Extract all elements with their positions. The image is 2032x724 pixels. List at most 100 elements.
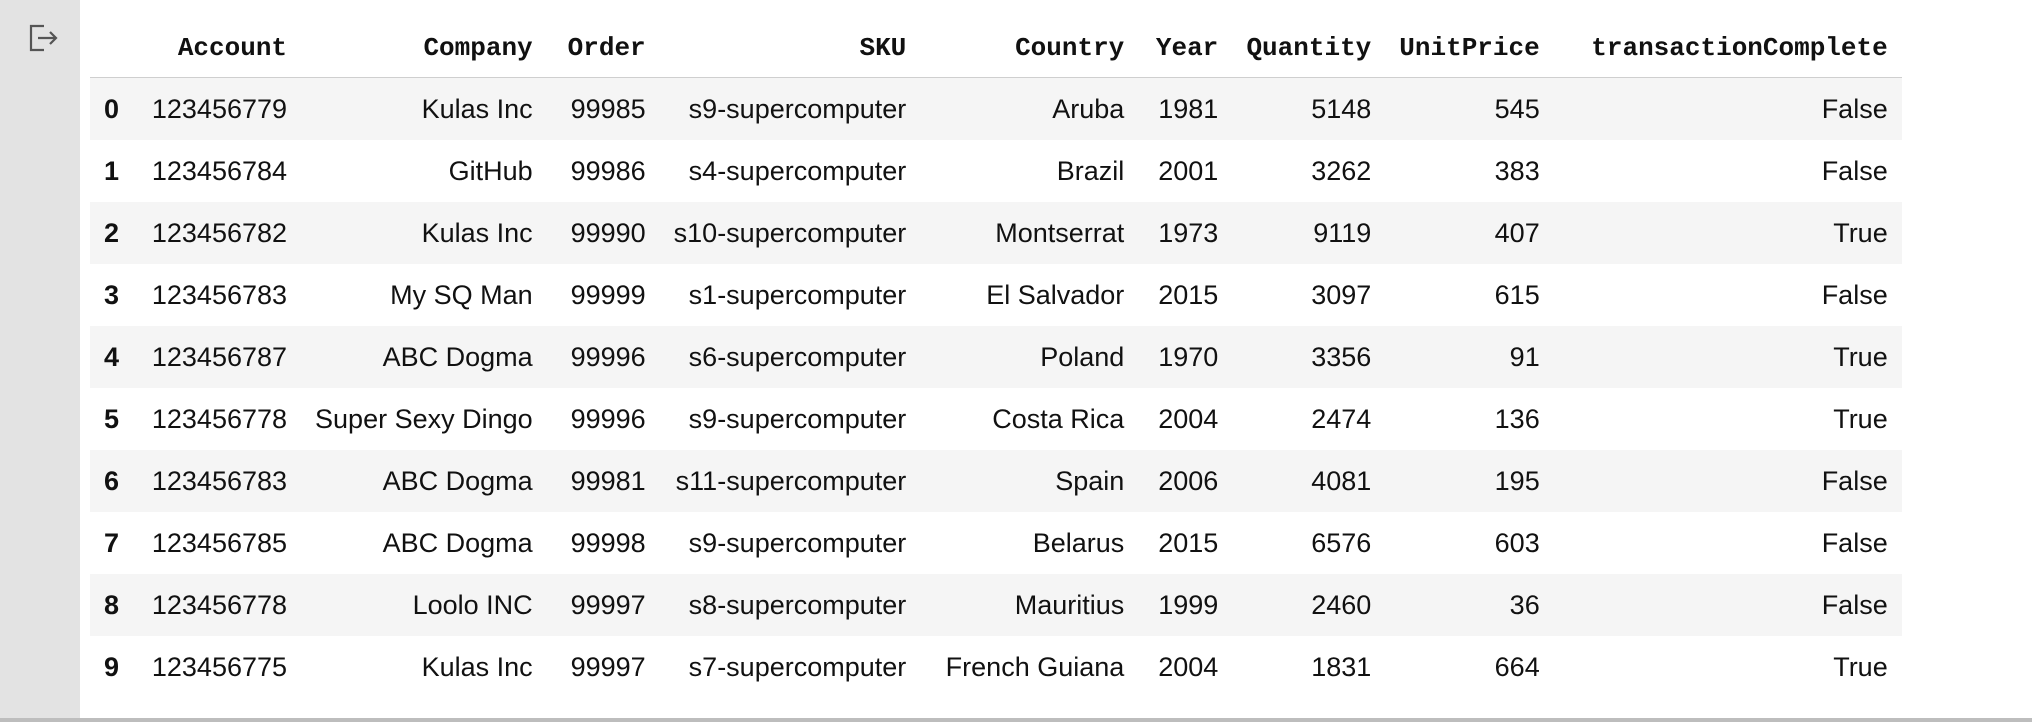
cell-transactioncomplete: True <box>1833 341 1888 372</box>
cell-year: 2001 <box>1158 155 1219 186</box>
header-row: Account Company Order SKU Country Year Q… <box>90 18 1902 78</box>
cell-unitprice: 664 <box>1494 651 1540 682</box>
cell-account: 123456778 <box>151 589 288 620</box>
cell-sku: s1-supercomputer <box>688 279 907 310</box>
cell-account: 123456784 <box>151 155 288 186</box>
cell-year: 2006 <box>1158 465 1219 496</box>
table-row: 5 123456778 Super Sexy Dingo 99996 s9-superc… <box>90 388 1902 450</box>
cell-quantity: 6576 <box>1311 527 1372 558</box>
cell-company: My SQ Man <box>390 279 533 310</box>
cell-country: Costa Rica <box>992 403 1125 434</box>
column-header-account: Account <box>133 18 302 78</box>
table-body: 0 123456779 Kulas Inc 99985 s9-supercomputer… <box>90 77 1902 698</box>
cell-quantity: 4081 <box>1311 465 1372 496</box>
table-row: 7 123456785 ABC Dogma 99998 s9-supercomputer… <box>90 512 1902 574</box>
cell-company: ABC Dogma <box>382 465 533 496</box>
column-header-company: Company <box>301 18 547 78</box>
cell-country: Poland <box>1040 341 1125 372</box>
dataframe-table: Account Company Order SKU Country Year Q… <box>90 18 1902 698</box>
cell-company: Kulas Inc <box>421 217 533 248</box>
cell-quantity: 1831 <box>1311 651 1372 682</box>
cell-account: 123456782 <box>151 217 288 248</box>
cell-quantity: 5148 <box>1311 93 1372 124</box>
cell-unitprice: 91 <box>1509 341 1540 372</box>
cell-sku: s9-supercomputer <box>688 527 907 558</box>
cell-year: 1973 <box>1158 217 1219 248</box>
cell-year: 2015 <box>1158 527 1219 558</box>
table-row: 6 123456783 ABC Dogma 99981 s11-supercompute… <box>90 450 1902 512</box>
cell-unitprice: 136 <box>1494 403 1540 434</box>
cell-year: 1981 <box>1158 93 1219 124</box>
cell-company: Loolo INC <box>412 589 533 620</box>
cell-year: 2004 <box>1158 403 1219 434</box>
row-index: 2 <box>104 217 120 248</box>
column-header-country: Country <box>920 18 1139 78</box>
row-index: 0 <box>104 93 120 124</box>
cell-country: Montserrat <box>995 217 1125 248</box>
row-index: 6 <box>104 465 120 496</box>
cell-unitprice: 603 <box>1494 527 1540 558</box>
cell-quantity: 2460 <box>1311 589 1372 620</box>
cell-sku: s9-supercomputer <box>688 403 907 434</box>
cell-account: 123456778 <box>151 403 288 434</box>
row-index: 3 <box>104 279 120 310</box>
cell-unitprice: 36 <box>1509 589 1540 620</box>
row-index: 7 <box>104 527 120 558</box>
cell-transactioncomplete: False <box>1821 465 1888 496</box>
cell-order: 99999 <box>570 279 646 310</box>
cell-unitprice: 615 <box>1494 279 1540 310</box>
cell-transactioncomplete: True <box>1833 217 1888 248</box>
cell-sku: s11-supercomputer <box>675 465 907 496</box>
cell-unitprice: 407 <box>1494 217 1540 248</box>
cell-transactioncomplete: True <box>1833 403 1888 434</box>
cell-quantity: 3356 <box>1311 341 1372 372</box>
cell-account: 123456775 <box>151 651 288 682</box>
cell-order: 99996 <box>570 403 646 434</box>
cell-year: 2015 <box>1158 279 1219 310</box>
cell-year: 1970 <box>1158 341 1219 372</box>
table-row: 9 123456775 Kulas Inc 99997 s7-supercomputer… <box>90 636 1902 698</box>
cell-transactioncomplete: False <box>1821 155 1888 186</box>
column-header-quantity: Quantity <box>1232 18 1386 78</box>
cell-sku: s9-supercomputer <box>688 93 907 124</box>
row-index: 1 <box>104 155 120 186</box>
cell-order: 99997 <box>570 651 646 682</box>
cell-company: ABC Dogma <box>382 527 533 558</box>
cell-country: El Salvador <box>986 279 1125 310</box>
table-row: 0 123456779 Kulas Inc 99985 s9-supercomputer… <box>90 77 1902 140</box>
cell-year: 1999 <box>1158 589 1219 620</box>
column-header-year: Year <box>1138 18 1233 78</box>
cell-account: 123456783 <box>151 279 288 310</box>
row-index: 9 <box>104 651 120 682</box>
cell-order: 99986 <box>570 155 646 186</box>
output-redirect-icon[interactable] <box>26 22 62 54</box>
row-index: 5 <box>104 403 120 434</box>
cell-sku: s6-supercomputer <box>688 341 907 372</box>
cell-transactioncomplete: False <box>1821 589 1888 620</box>
cell-order: 99985 <box>570 93 646 124</box>
cell-quantity: 9119 <box>1313 217 1372 248</box>
cell-country: Mauritius <box>1014 589 1125 620</box>
cell-company: GitHub <box>448 155 533 186</box>
cell-order: 99996 <box>570 341 646 372</box>
cell-account: 123456779 <box>151 93 288 124</box>
cell-unitprice: 383 <box>1494 155 1540 186</box>
table-row: 3 123456783 My SQ Man 99999 s1-supercomputer… <box>90 264 1902 326</box>
column-header-unitprice: UnitPrice <box>1385 18 1554 78</box>
column-header-transactioncomplete: transactionComplete <box>1553 18 1902 78</box>
cell-quantity: 2474 <box>1311 403 1372 434</box>
cell-country: Belarus <box>1032 527 1125 558</box>
cell-order: 99981 <box>570 465 646 496</box>
cell-country: French Guiana <box>945 651 1125 682</box>
cell-account: 123456783 <box>151 465 288 496</box>
column-header-order: Order <box>546 18 660 78</box>
output-area: Account Company Order SKU Country Year Q… <box>80 0 2032 722</box>
cell-sku: s4-supercomputer <box>688 155 907 186</box>
cell-country: Aruba <box>1052 93 1125 124</box>
cell-sku: s7-supercomputer <box>688 651 907 682</box>
cell-year: 2004 <box>1158 651 1219 682</box>
cell-company: Kulas Inc <box>421 651 533 682</box>
cell-company: Super Sexy Dingo <box>315 403 533 434</box>
cell-transactioncomplete: False <box>1821 93 1888 124</box>
